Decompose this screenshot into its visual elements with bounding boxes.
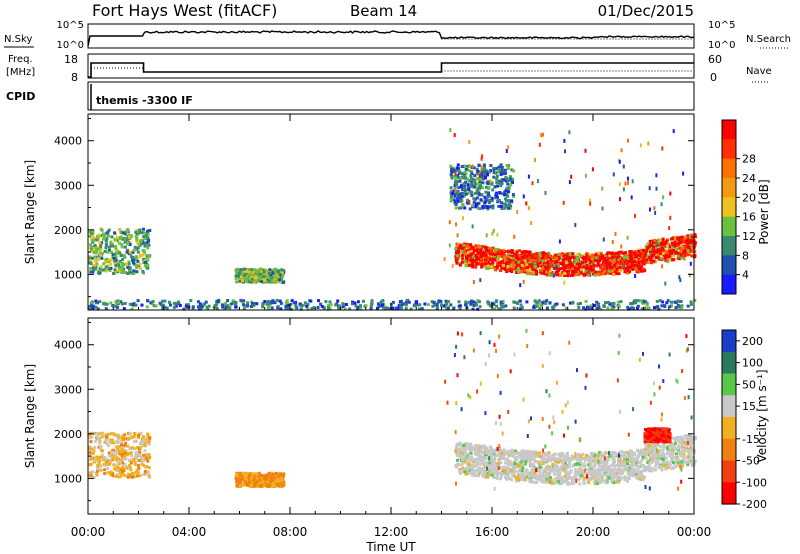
power-panel-frame bbox=[87, 113, 695, 311]
cpid-label: CPID bbox=[6, 90, 35, 103]
colorbar-swatch bbox=[722, 417, 736, 440]
noise-tick-left-bottom: 10^0 bbox=[57, 40, 84, 51]
freq-strip-frame bbox=[87, 53, 695, 79]
y-tick-label: 2000 bbox=[54, 428, 82, 441]
x-tick-label: 16:00 bbox=[475, 525, 510, 539]
cpid-value: themis -3300 IF bbox=[96, 94, 193, 107]
colorbar-swatch bbox=[722, 460, 736, 483]
noise-strip-frame bbox=[87, 23, 695, 49]
colorbar-swatch bbox=[722, 197, 736, 218]
nsky-label: N.Sky bbox=[4, 34, 32, 45]
x-tick-label: 08:00 bbox=[273, 525, 308, 539]
colorbar-tick-label: 50 bbox=[742, 378, 756, 391]
colorbar-swatch bbox=[722, 395, 736, 418]
noise-tick-left-top: 10^5 bbox=[57, 20, 84, 31]
velocity-panel-data bbox=[88, 328, 697, 491]
power-colorbar-label: Power [dB] bbox=[757, 179, 771, 244]
velocity-colorbar: 200 100 50 15 -15 -50 -100 -200 bbox=[721, 329, 767, 511]
time-x-ticks: 00:00 04:00 08:00 12:00 16:00 20:00 00:00 bbox=[71, 114, 712, 539]
colorbar-swatch bbox=[722, 330, 736, 353]
colorbar-tick-label: -200 bbox=[742, 498, 767, 511]
colorbar-tick-label: 24 bbox=[742, 172, 756, 185]
colorbar-swatch bbox=[722, 236, 736, 256]
y-tick-label: 3000 bbox=[54, 179, 82, 192]
colorbar-swatch bbox=[722, 438, 736, 462]
colorbar-swatch bbox=[722, 373, 736, 396]
colorbar-tick-label: -100 bbox=[742, 476, 767, 489]
velocity-panel-frame bbox=[87, 317, 695, 515]
nsearch-label: N.Search bbox=[746, 34, 791, 45]
colorbar-frame bbox=[721, 119, 737, 295]
time-x-axis-label: Time UT bbox=[365, 540, 416, 554]
y-tick-label: 2000 bbox=[54, 224, 82, 237]
colorbar-swatch bbox=[722, 178, 736, 198]
y-tick-label: 4000 bbox=[54, 135, 82, 148]
noise-tick-right-bottom: 10^0 bbox=[708, 40, 735, 51]
colorbar-frame bbox=[721, 329, 737, 505]
nave-label: Nave bbox=[746, 66, 772, 77]
colorbar-swatch bbox=[722, 120, 736, 140]
colorbar-tick-label: 15 bbox=[742, 400, 756, 413]
noise-tick-right-top: 10^5 bbox=[708, 20, 735, 31]
colorbar-swatch bbox=[722, 158, 736, 179]
colorbar-tick-label: 28 bbox=[742, 153, 756, 166]
colorbar-tick-label: 20 bbox=[742, 191, 756, 204]
velocity-y-axis-label: Slant Range [km] bbox=[23, 364, 37, 468]
colorbar-swatch bbox=[722, 274, 736, 295]
colorbar-swatch bbox=[722, 255, 736, 276]
nave-tick-top: 60 bbox=[708, 53, 722, 66]
x-tick-label: 04:00 bbox=[172, 525, 207, 539]
power-panel-data bbox=[88, 128, 697, 311]
power-y-ticks: 1000 2000 3000 4000 bbox=[54, 117, 694, 298]
date-title: 01/Dec/2015 bbox=[598, 2, 694, 20]
velocity-colorbar-label: Velocity [m s⁻¹] bbox=[755, 369, 769, 462]
colorbar-tick-label: 100 bbox=[742, 357, 763, 370]
nave-tick-bottom: 0 bbox=[710, 71, 717, 84]
power-colorbar: 4 8 12 16 20 24 28 bbox=[721, 119, 756, 295]
x-tick-label: 20:00 bbox=[576, 525, 611, 539]
colorbar-tick-label: -50 bbox=[742, 455, 760, 468]
x-tick-label: 00:00 bbox=[677, 525, 712, 539]
y-tick-label: 1000 bbox=[54, 472, 82, 485]
colorbar-tick-label: 4 bbox=[742, 269, 749, 282]
nsky-line bbox=[87, 30, 695, 47]
freq-unit-label: [MHz] bbox=[6, 67, 35, 78]
y-tick-label: 4000 bbox=[54, 339, 82, 352]
x-tick-label: 12:00 bbox=[374, 525, 409, 539]
colorbar-tick-label: 200 bbox=[742, 335, 763, 348]
beam-title: Beam 14 bbox=[350, 2, 417, 20]
freq-tick-bottom: 8 bbox=[71, 71, 78, 84]
y-tick-label: 3000 bbox=[54, 383, 82, 396]
freq-line bbox=[88, 62, 694, 78]
colorbar-tick-label: 8 bbox=[742, 249, 749, 262]
station-title: Fort Hays West (fitACF) bbox=[92, 1, 277, 20]
colorbar-tick-label: -15 bbox=[742, 433, 760, 446]
colorbar-swatch bbox=[722, 482, 736, 505]
colorbar-swatch bbox=[722, 216, 736, 237]
colorbar-swatch bbox=[722, 139, 736, 160]
velocity-y-ticks: 1000 2000 3000 4000 bbox=[54, 321, 694, 502]
x-tick-label: 00:00 bbox=[71, 525, 106, 539]
colorbar-tick-label: 16 bbox=[742, 211, 756, 224]
cpid-strip-frame bbox=[87, 81, 695, 111]
freq-tick-top: 18 bbox=[64, 53, 78, 66]
nave-line bbox=[91, 67, 694, 73]
power-y-axis-label: Slant Range [km] bbox=[23, 160, 37, 264]
freq-label: Freq. bbox=[8, 54, 33, 65]
colorbar-tick-label: 12 bbox=[742, 230, 756, 243]
colorbar-swatch bbox=[722, 351, 736, 375]
y-tick-label: 1000 bbox=[54, 268, 82, 281]
